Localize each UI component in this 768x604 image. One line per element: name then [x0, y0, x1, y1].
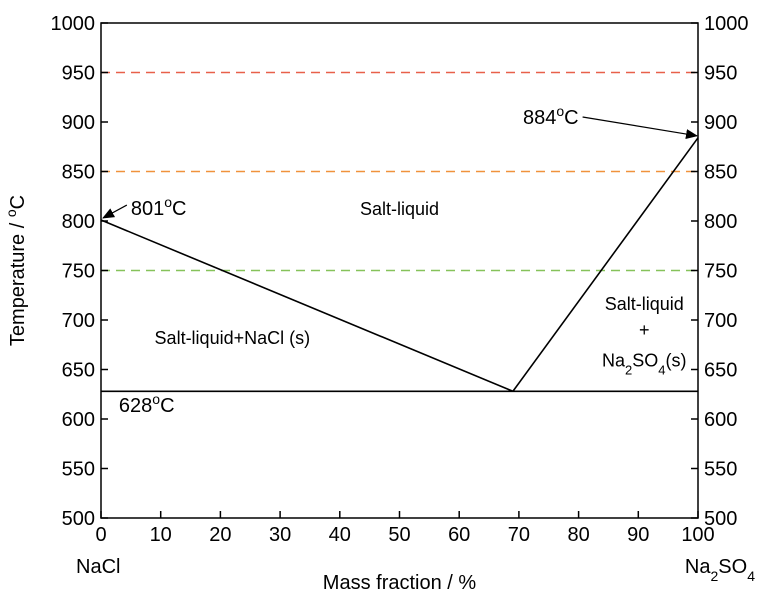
- phase-boundary-lines: [100, 137, 699, 393]
- y-tick-label-right: 900: [704, 112, 737, 134]
- annotation-nacl-melt: 801oC: [131, 194, 187, 220]
- annotation-na2so4-melt: 884oC: [523, 103, 579, 129]
- y-tick-label-left: 550: [62, 459, 95, 481]
- y-tick-label-right: 800: [704, 211, 737, 233]
- y-tick-label-right: 650: [704, 360, 737, 382]
- x-tick-label: 80: [567, 524, 589, 546]
- chart-texts: Mass fraction / % Temperature / oC NaCl Na2…: [3, 103, 755, 594]
- y-tick-label-right: 950: [704, 63, 737, 85]
- y-tick-label-right: 600: [704, 409, 737, 431]
- x-tick-label: 70: [508, 524, 530, 546]
- x-tick-label: 60: [448, 524, 470, 546]
- y-tick-label-right: 750: [704, 261, 737, 283]
- x-tick-label: 10: [150, 524, 172, 546]
- arrow-nacl-melt: [102, 204, 128, 219]
- y-tick-label-right: 500: [704, 508, 737, 530]
- x-end-label-nacl: NaCl: [76, 556, 120, 578]
- y-tick-label-right: 700: [704, 310, 737, 332]
- plot-frame: [100, 22, 699, 519]
- y-tick-label-left: 500: [62, 508, 95, 530]
- region-label-liquid-na2so4-line3: Na2SO4(s): [602, 351, 687, 378]
- region-label-liquid: Salt-liquid: [360, 199, 439, 219]
- y-tick-label-left: 700: [62, 310, 95, 332]
- x-tick-label: 50: [388, 524, 410, 546]
- reference-lines: [101, 71, 698, 272]
- x-tick-label: 90: [627, 524, 649, 546]
- x-tick-label: 100: [681, 524, 714, 546]
- boundary-line-1: [100, 219, 514, 393]
- x-tick-label: 0: [95, 524, 106, 546]
- x-tick-label: 30: [269, 524, 291, 546]
- x-axis-title: Mass fraction / %: [323, 572, 477, 594]
- arrow-na2so4-melt: [582, 116, 698, 139]
- y-tick-label-left: 1000: [51, 13, 96, 35]
- y-tick-label-left: 750: [62, 261, 95, 283]
- y-tick-label-left: 650: [62, 360, 95, 382]
- y-tick-label-left: 800: [62, 211, 95, 233]
- y-tick-label-left: 900: [62, 112, 95, 134]
- y-tick-label-left: 600: [62, 409, 95, 431]
- y-tick-label-left: 850: [62, 162, 95, 184]
- axis-ticks: [100, 22, 699, 519]
- x-tick-label: 40: [329, 524, 351, 546]
- annotation-arrows: [102, 116, 698, 219]
- x-tick-label: 20: [209, 524, 231, 546]
- y-axis-title: Temperature / oC: [3, 195, 29, 346]
- region-label-liquid-na2so4-line1: Salt-liquid: [605, 294, 684, 314]
- region-label-liquid-nacl: Salt-liquid+NaCl (s): [155, 328, 311, 348]
- annotation-eutectic: 628oC: [119, 391, 175, 417]
- y-tick-label-right: 850: [704, 162, 737, 184]
- y-tick-label-left: 950: [62, 63, 95, 85]
- y-tick-label-right: 1000: [704, 13, 749, 35]
- x-end-label-na2so4: Na2SO4: [685, 556, 755, 584]
- y-tick-label-right: 550: [704, 459, 737, 481]
- boundary-line-2: [512, 137, 699, 392]
- region-label-liquid-na2so4-plus: +: [639, 320, 650, 340]
